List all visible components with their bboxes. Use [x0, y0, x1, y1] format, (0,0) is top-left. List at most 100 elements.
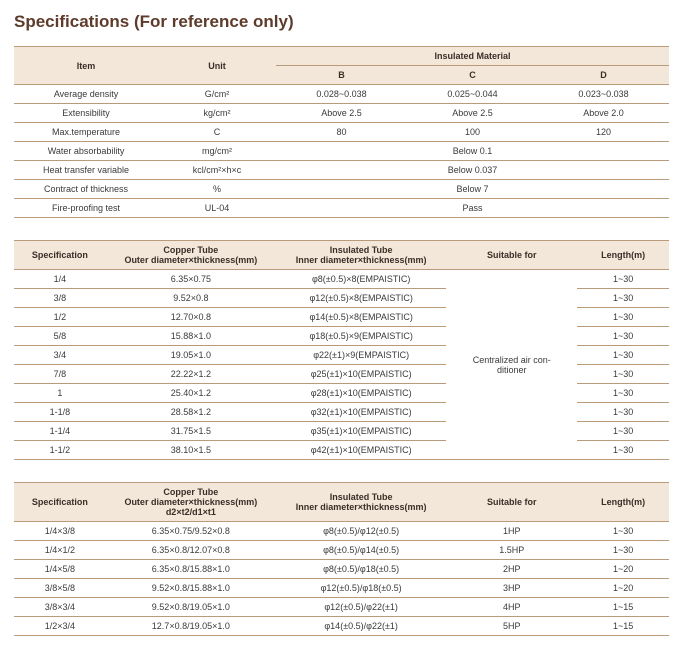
cell-length: 1~30 — [577, 441, 669, 460]
table-row: Extensibilitykg/cm²Above 2.5Above 2.5Abo… — [14, 104, 669, 123]
cell-length: 1~30 — [577, 270, 669, 289]
col-copper: Copper TubeOuter diameter×thickness(mm)d… — [106, 483, 276, 522]
cell-merged: Below 0.1 — [276, 142, 669, 161]
cell-len: 1~30 — [577, 541, 669, 560]
table-row: 3/8×3/49.52×0.8/19.05×1.0φ12(±0.5)/φ22(±… — [14, 598, 669, 617]
dual-tube-table: Specification Copper TubeOuter diameter×… — [14, 482, 669, 636]
cell-copper: 9.52×0.8/15.88×1.0 — [106, 579, 276, 598]
cell-spec: 1/4×1/2 — [14, 541, 106, 560]
col-d: D — [538, 66, 669, 85]
cell-ins: φ25(±1)×10(EMPAISTIC) — [276, 365, 446, 384]
col-unit: Unit — [158, 47, 276, 85]
cell-ins: φ32(±1)×10(EMPAISTIC) — [276, 403, 446, 422]
cell-copper: 9.52×0.8 — [106, 289, 276, 308]
cell-suit: 4HP — [446, 598, 577, 617]
table-row: Heat transfer variablekcl/cm²×h×cBelow 0… — [14, 161, 669, 180]
table-row: 1/2×3/412.7×0.8/19.05×1.0φ14(±0.5)/φ22(±… — [14, 617, 669, 636]
cell-copper: 12.70×0.8 — [106, 308, 276, 327]
cell-copper: 12.7×0.8/19.05×1.0 — [106, 617, 276, 636]
cell-ins: φ35(±1)×10(EMPAISTIC) — [276, 422, 446, 441]
col-suitable: Suitable for — [446, 241, 577, 270]
cell-spec: 1-1/8 — [14, 403, 106, 422]
col-spec: Specification — [14, 241, 106, 270]
cell-c: 0.025~0.044 — [407, 85, 538, 104]
cell-len: 1~20 — [577, 579, 669, 598]
page-title: Specifications (For reference only) — [14, 12, 669, 32]
cell-spec: 1/2×3/4 — [14, 617, 106, 636]
cell-spec: 1/4×3/8 — [14, 522, 106, 541]
cell-unit: kg/cm² — [158, 104, 276, 123]
col-length: Length(m) — [577, 241, 669, 270]
cell-len: 1~20 — [577, 560, 669, 579]
cell-length: 1~30 — [577, 403, 669, 422]
cell-spec: 3/8 — [14, 289, 106, 308]
cell-spec: 3/4 — [14, 346, 106, 365]
cell-ins: φ18(±0.5)×9(EMPAISTIC) — [276, 327, 446, 346]
col-insulated: Insulated TubeInner diameter×thickness(m… — [276, 483, 446, 522]
cell-merged: Below 7 — [276, 180, 669, 199]
cell-d: Above 2.0 — [538, 104, 669, 123]
cell-ins: φ12(±0.5)/φ18(±0.5) — [276, 579, 446, 598]
col-b: B — [276, 66, 407, 85]
cell-copper: 6.35×0.75 — [106, 270, 276, 289]
cell-item: Fire-proofing test — [14, 199, 158, 218]
cell-b: 80 — [276, 123, 407, 142]
specifications-table: Item Unit Insulated Material B C D Avera… — [14, 46, 669, 218]
cell-length: 1~30 — [577, 365, 669, 384]
table-row: Max.temperatureC80100120 — [14, 123, 669, 142]
cell-copper: 25.40×1.2 — [106, 384, 276, 403]
cell-b: Above 2.5 — [276, 104, 407, 123]
col-length: Length(m) — [577, 483, 669, 522]
cell-unit: mg/cm² — [158, 142, 276, 161]
cell-item: Heat transfer variable — [14, 161, 158, 180]
cell-ins: φ14(±0.5)/φ22(±1) — [276, 617, 446, 636]
col-suitable: Suitable for — [446, 483, 577, 522]
cell-copper: 9.52×0.8/19.05×1.0 — [106, 598, 276, 617]
cell-spec: 1 — [14, 384, 106, 403]
cell-ins: φ22(±1)×9(EMPAISTIC) — [276, 346, 446, 365]
cell-length: 1~30 — [577, 327, 669, 346]
cell-suit: 5HP — [446, 617, 577, 636]
cell-suitable: Centralized air con-ditioner — [446, 270, 577, 460]
table-row: Contract of thickness%Below 7 — [14, 180, 669, 199]
cell-ins: φ8(±0.5)/φ18(±0.5) — [276, 560, 446, 579]
cell-len: 1~15 — [577, 598, 669, 617]
cell-copper: 22.22×1.2 — [106, 365, 276, 384]
cell-suit: 1.5HP — [446, 541, 577, 560]
cell-spec: 3/8×5/8 — [14, 579, 106, 598]
table-row: 1/46.35×0.75φ8(±0.5)×8(EMPAISTIC)Central… — [14, 270, 669, 289]
col-spec: Specification — [14, 483, 106, 522]
table-row: 1/4×5/86.35×0.8/15.88×1.0φ8(±0.5)/φ18(±0… — [14, 560, 669, 579]
cell-spec: 3/8×3/4 — [14, 598, 106, 617]
cell-copper: 15.88×1.0 — [106, 327, 276, 346]
col-insulated: Insulated Material — [276, 47, 669, 66]
cell-item: Max.temperature — [14, 123, 158, 142]
cell-ins: φ12(±0.5)×8(EMPAISTIC) — [276, 289, 446, 308]
cell-ins: φ42(±1)×10(EMPAISTIC) — [276, 441, 446, 460]
cell-item: Water absorbability — [14, 142, 158, 161]
cell-c: 100 — [407, 123, 538, 142]
cell-unit: % — [158, 180, 276, 199]
cell-suit: 1HP — [446, 522, 577, 541]
cell-length: 1~30 — [577, 308, 669, 327]
table-row: Water absorbabilitymg/cm²Below 0.1 — [14, 142, 669, 161]
cell-suit: 2HP — [446, 560, 577, 579]
table-row: 1/4×1/26.35×0.8/12.07×0.8φ8(±0.5)/φ14(±0… — [14, 541, 669, 560]
cell-spec: 1-1/2 — [14, 441, 106, 460]
cell-unit: kcl/cm²×h×c — [158, 161, 276, 180]
cell-c: Above 2.5 — [407, 104, 538, 123]
table-row: 3/8×5/89.52×0.8/15.88×1.0φ12(±0.5)/φ18(±… — [14, 579, 669, 598]
cell-suit: 3HP — [446, 579, 577, 598]
col-insulated: Insulated TubeInner diameter×thickness(m… — [276, 241, 446, 270]
cell-length: 1~30 — [577, 422, 669, 441]
cell-copper: 6.35×0.8/12.07×0.8 — [106, 541, 276, 560]
cell-ins: φ8(±0.5)/φ14(±0.5) — [276, 541, 446, 560]
cell-merged: Below 0.037 — [276, 161, 669, 180]
cell-d: 120 — [538, 123, 669, 142]
cell-copper: 38.10×1.5 — [106, 441, 276, 460]
cell-copper: 6.35×0.8/15.88×1.0 — [106, 560, 276, 579]
cell-length: 1~30 — [577, 289, 669, 308]
col-copper: Copper TubeOuter diameter×thickness(mm) — [106, 241, 276, 270]
cell-spec: 1-1/4 — [14, 422, 106, 441]
cell-spec: 5/8 — [14, 327, 106, 346]
